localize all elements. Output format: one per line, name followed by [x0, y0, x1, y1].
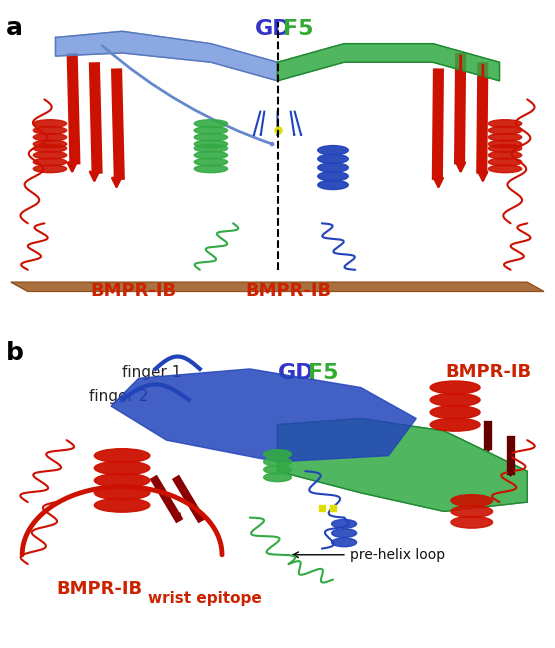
Ellipse shape: [430, 406, 480, 419]
Ellipse shape: [317, 180, 349, 190]
FancyArrowPatch shape: [254, 111, 260, 135]
Text: wrist epitope: wrist epitope: [149, 590, 262, 606]
FancyArrowPatch shape: [261, 111, 264, 135]
Ellipse shape: [332, 520, 357, 528]
Ellipse shape: [264, 450, 291, 458]
Ellipse shape: [33, 145, 67, 152]
FancyArrowPatch shape: [291, 111, 294, 135]
Ellipse shape: [33, 165, 67, 172]
Text: BMPR-IB: BMPR-IB: [57, 580, 143, 598]
Polygon shape: [278, 43, 500, 81]
Polygon shape: [111, 369, 416, 462]
Ellipse shape: [264, 473, 291, 481]
Ellipse shape: [451, 494, 493, 507]
Text: finger 2: finger 2: [89, 389, 148, 404]
Text: a: a: [6, 16, 23, 40]
Ellipse shape: [33, 126, 67, 134]
Polygon shape: [11, 282, 544, 292]
Text: GD: GD: [278, 363, 314, 383]
Ellipse shape: [430, 418, 480, 431]
Ellipse shape: [488, 145, 522, 152]
Ellipse shape: [488, 140, 522, 148]
Text: F5: F5: [308, 363, 339, 383]
Ellipse shape: [194, 126, 228, 134]
Ellipse shape: [488, 158, 522, 166]
Ellipse shape: [94, 486, 150, 500]
Text: GD: GD: [255, 19, 292, 39]
Ellipse shape: [264, 465, 291, 474]
Ellipse shape: [264, 457, 291, 466]
Ellipse shape: [332, 529, 357, 537]
Ellipse shape: [451, 516, 493, 528]
FancyArrowPatch shape: [102, 45, 273, 145]
Ellipse shape: [94, 474, 150, 487]
Polygon shape: [56, 31, 278, 81]
Text: F5: F5: [283, 19, 314, 39]
Ellipse shape: [488, 165, 522, 172]
Ellipse shape: [94, 461, 150, 475]
Ellipse shape: [317, 146, 349, 155]
Ellipse shape: [33, 140, 67, 148]
Polygon shape: [278, 419, 527, 511]
Ellipse shape: [488, 133, 522, 141]
Ellipse shape: [94, 498, 150, 512]
Ellipse shape: [317, 163, 349, 172]
Text: pre-helix loop: pre-helix loop: [293, 548, 445, 562]
Ellipse shape: [430, 393, 480, 406]
Ellipse shape: [430, 381, 480, 394]
Ellipse shape: [194, 140, 228, 148]
Ellipse shape: [94, 448, 150, 463]
Text: b: b: [6, 341, 23, 365]
FancyArrowPatch shape: [295, 111, 301, 135]
Ellipse shape: [194, 145, 228, 152]
Ellipse shape: [33, 120, 67, 128]
Ellipse shape: [33, 133, 67, 141]
Ellipse shape: [488, 151, 522, 159]
Ellipse shape: [194, 151, 228, 159]
Ellipse shape: [451, 505, 493, 517]
Ellipse shape: [194, 165, 228, 172]
Ellipse shape: [317, 154, 349, 163]
Ellipse shape: [194, 120, 228, 128]
Ellipse shape: [488, 120, 522, 128]
Ellipse shape: [194, 158, 228, 166]
Text: BMPR-IB: BMPR-IB: [445, 363, 532, 381]
Ellipse shape: [33, 158, 67, 166]
Ellipse shape: [488, 126, 522, 134]
Ellipse shape: [33, 151, 67, 159]
Text: BMPR-IB: BMPR-IB: [90, 283, 176, 301]
Text: BMPR-IB: BMPR-IB: [245, 283, 332, 301]
Ellipse shape: [332, 538, 357, 547]
Ellipse shape: [194, 133, 228, 141]
Ellipse shape: [317, 172, 349, 181]
Text: finger 1: finger 1: [122, 365, 181, 380]
